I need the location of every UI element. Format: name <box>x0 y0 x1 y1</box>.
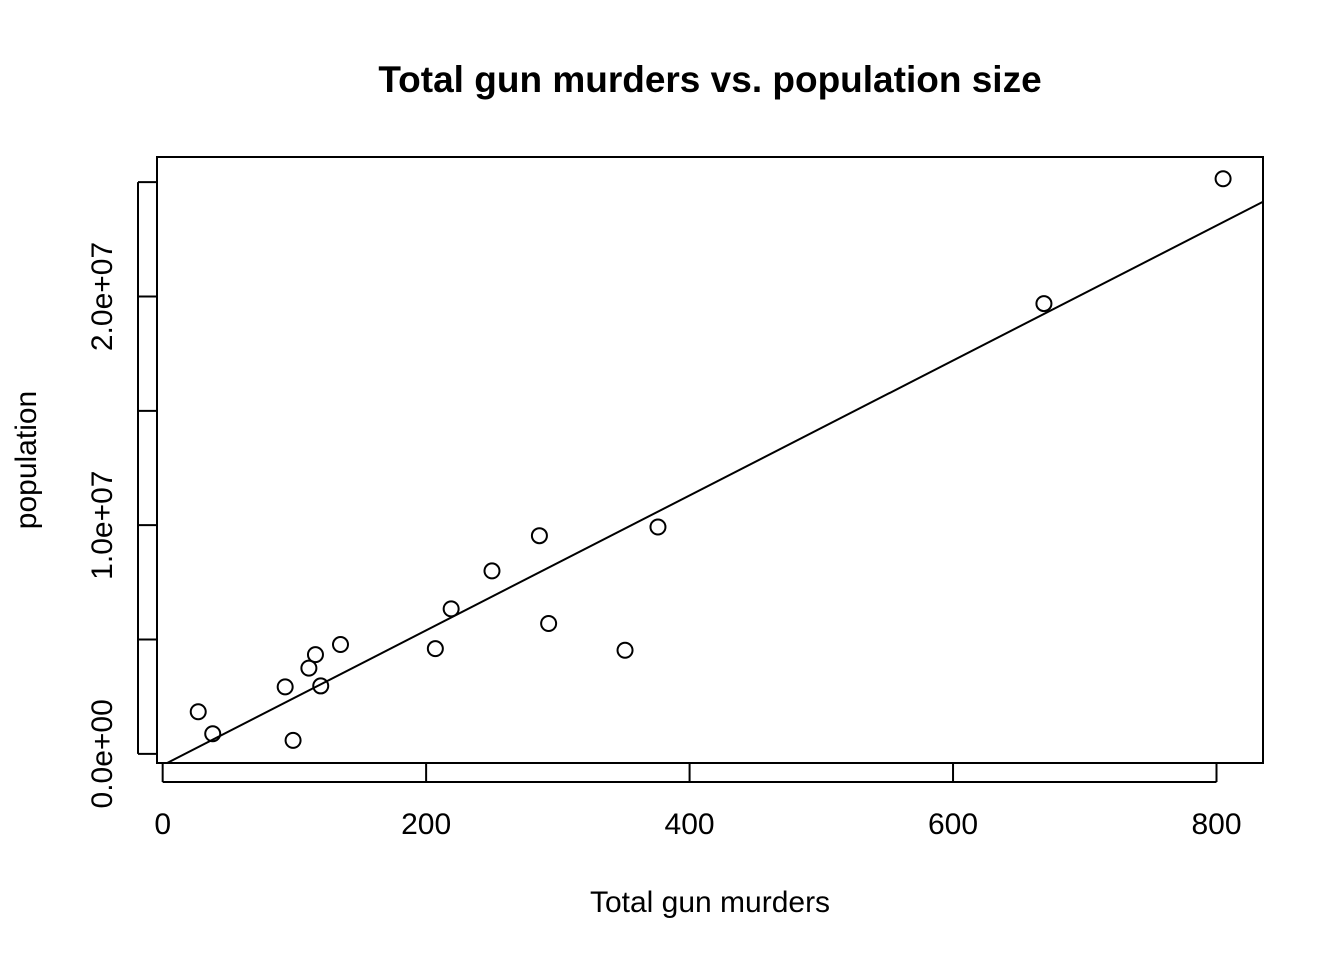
data-points-layer <box>189 170 1232 749</box>
data-point <box>483 562 501 580</box>
y-axis: 0.0e+00 1.0e+07 2.0e+07 <box>86 181 157 808</box>
data-point <box>1035 295 1053 313</box>
data-point <box>204 725 222 743</box>
x-tick-label: 400 <box>665 808 715 841</box>
data-point <box>540 615 558 633</box>
data-point <box>426 640 444 658</box>
y-tick-label: 0.0e+00 <box>86 699 119 808</box>
x-tick-label: 800 <box>1191 808 1241 841</box>
regression-line-layer <box>166 200 1264 764</box>
data-point <box>442 600 460 618</box>
data-point <box>300 659 318 677</box>
x-tick-label: 200 <box>401 808 451 841</box>
chart-title: Total gun murders vs. population size <box>378 59 1041 100</box>
data-point <box>530 527 548 545</box>
data-point <box>276 678 294 696</box>
y-tick-label: 1.0e+07 <box>86 471 119 580</box>
data-point <box>306 646 324 664</box>
x-tick-label: 600 <box>928 808 978 841</box>
data-point <box>1214 170 1232 188</box>
x-axis: 0 200 400 600 800 <box>154 763 1242 841</box>
data-point <box>189 703 207 721</box>
data-point <box>331 636 349 654</box>
data-point <box>649 518 667 536</box>
y-tick-label: 2.0e+07 <box>86 242 119 351</box>
regression-line <box>166 200 1264 764</box>
x-axis-label: Total gun murders <box>590 886 830 919</box>
data-point <box>312 677 330 695</box>
data-point <box>616 641 634 659</box>
plot-area-box <box>156 156 1264 764</box>
y-axis-label: population <box>10 391 43 529</box>
x-tick-label: 0 <box>154 808 171 841</box>
data-point <box>284 731 302 749</box>
